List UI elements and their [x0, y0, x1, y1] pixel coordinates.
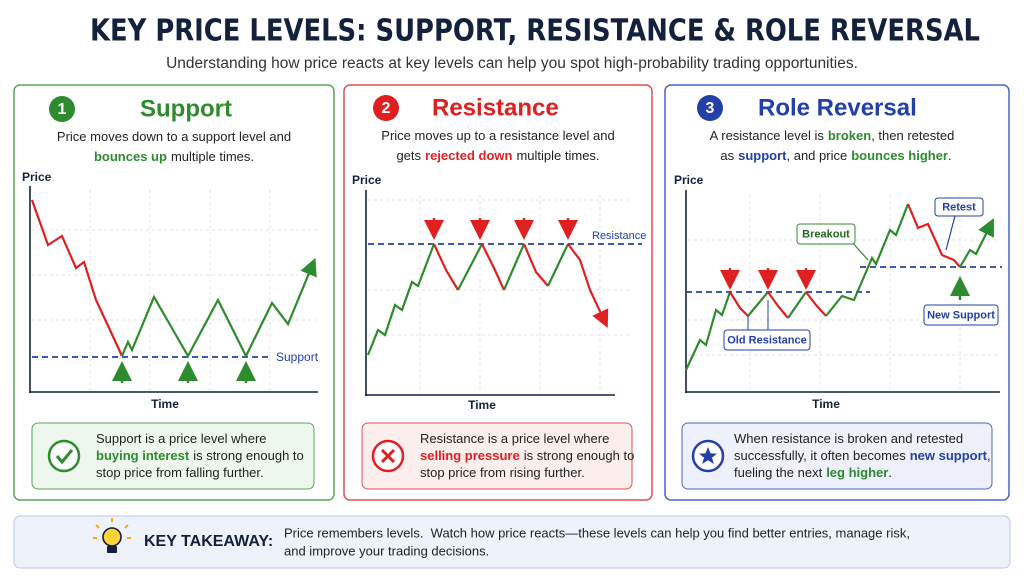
panel-number: 2 [382, 100, 391, 117]
annotation: Retest [942, 201, 976, 213]
panel-heading: Role Reversal [758, 94, 917, 121]
callout: Resistance is a price level where [420, 431, 609, 446]
annotation: Breakout [802, 228, 850, 240]
title: KEY PRICE LEVELS: SUPPORT, RESISTANCE & … [90, 14, 980, 49]
callout: When resistance is broken and retested [734, 431, 963, 446]
panel-number: 1 [58, 101, 67, 118]
callout: selling pressure is strong enough to [420, 448, 634, 463]
callout: buying interest is strong enough to [96, 448, 304, 463]
highlight: new support [910, 448, 988, 463]
text: Price moves up to a resistance level and [381, 128, 614, 143]
takeaway-text: Price remembers levels. Watch how price … [284, 525, 910, 540]
text: multiple times. [171, 149, 254, 164]
takeaway-text: and improve your trading decisions. [284, 543, 489, 558]
panel-heading: Support [140, 95, 232, 122]
level-label: Support [276, 350, 319, 364]
text: multiple times. [516, 148, 599, 163]
text: Price moves down to a support level and [57, 129, 291, 144]
text: is strong enough to [524, 448, 635, 463]
text: , [987, 448, 991, 463]
subtitle: Understanding how price reacts at key le… [166, 55, 858, 72]
highlight: bounces up [94, 149, 167, 164]
text: as [720, 148, 734, 163]
text: , then retested [871, 128, 954, 143]
text: , and price [787, 148, 848, 163]
y-axis-label: Price [674, 173, 704, 187]
callout: fueling the next leg higher. [734, 465, 892, 480]
text: successfully, it often becomes [734, 448, 906, 463]
highlight: selling pressure [420, 448, 520, 463]
description: Price moves down to a support level and [57, 129, 291, 144]
highlight: bounces higher [851, 148, 948, 163]
text: is strong enough to [193, 448, 304, 463]
y-axis-label: Price [352, 173, 382, 187]
description: gets rejected down multiple times. [396, 148, 599, 163]
y-axis-label: Price [22, 170, 52, 184]
takeaway: KEY TAKEAWAY: Price remembers levels. Wa… [13, 515, 1011, 569]
panel-heading: Resistance [432, 94, 559, 121]
x-axis-label: Time [812, 397, 840, 411]
description: bounces up multiple times. [94, 149, 254, 164]
text: Resistance is a price level where [420, 431, 609, 446]
description: as support, and price bounces higher. [720, 148, 951, 163]
level-label: Resistance [592, 230, 646, 242]
text: stop price from rising further. [420, 465, 585, 480]
panel-role-reversal: 3 Role Reversal A resistance level is bro… [664, 84, 1010, 501]
text: fueling the next [734, 465, 823, 480]
panel-resistance: 2 Resistance Price moves up to a resista… [343, 84, 653, 501]
text: A resistance level is [710, 128, 825, 143]
bulb-icon [93, 518, 131, 553]
panel-number: 3 [706, 100, 715, 117]
text: gets [396, 148, 421, 163]
highlight: buying interest [96, 448, 190, 463]
callout: stop price from rising further. [420, 465, 585, 480]
highlight: rejected down [425, 148, 512, 163]
text: . [948, 148, 952, 163]
text: Support is a price level where [96, 431, 267, 446]
callout: successfully, it often becomes new suppor… [734, 448, 991, 463]
annotation: Old Resistance [727, 334, 806, 346]
x-axis-label: Time [468, 398, 496, 412]
highlight: broken [828, 128, 871, 143]
x-axis-label: Time [151, 397, 179, 411]
text: When resistance is broken and retested [734, 431, 963, 446]
text: stop price from falling further. [96, 465, 264, 480]
callout: stop price from falling further. [96, 465, 264, 480]
description: A resistance level is broken, then retest… [710, 128, 955, 143]
takeaway-label: KEY TAKEAWAY: [144, 533, 273, 550]
highlight: support [738, 148, 787, 163]
description: Price moves up to a resistance level and [381, 128, 614, 143]
panel-support: 1 Support Price moves down to a support … [13, 84, 335, 501]
text: . [888, 465, 892, 480]
annotation: New Support [927, 309, 995, 321]
highlight: leg higher [826, 465, 888, 480]
callout: Support is a price level where [96, 431, 267, 446]
